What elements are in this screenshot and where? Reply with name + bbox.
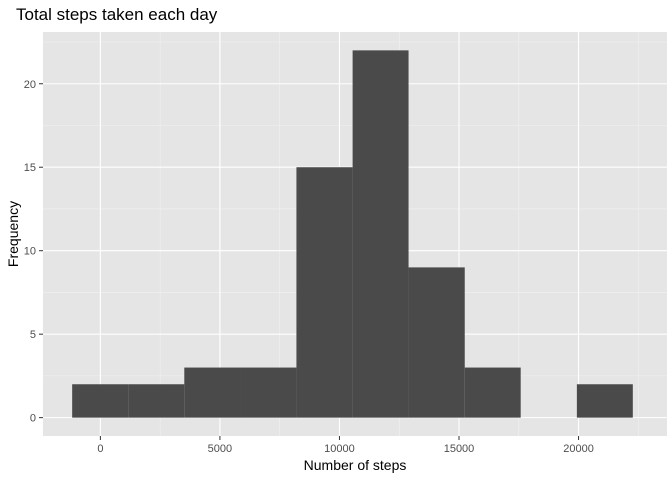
histogram-bar [352,50,409,418]
x-axis-title: Number of steps [304,457,407,473]
x-tick-label: 10000 [324,443,355,455]
y-tick-label: 0 [30,413,36,425]
histogram-bar [296,167,353,418]
x-tick-label: 15000 [444,443,475,455]
histogram-bars [72,50,633,418]
histogram-bar [184,367,241,418]
histogram-bar [464,367,521,418]
x-tick-label: 20000 [563,443,594,455]
histogram-bar [408,267,465,418]
y-tick-label: 20 [24,79,36,91]
y-tick-label: 10 [24,246,36,258]
histogram-bar [72,384,129,418]
chart-title: Total steps taken each day [16,5,218,24]
histogram-bar [576,384,633,418]
histogram-bar [128,384,185,418]
y-tick-label: 15 [24,162,36,174]
histogram-bar [240,367,297,418]
axes: 0 5000 10000 15000 20000 0 5 10 15 20 [24,79,594,455]
x-tick-label: 0 [97,443,103,455]
x-tick-label: 5000 [208,443,232,455]
y-tick-label: 5 [30,329,36,341]
y-axis-title: Frequency [5,201,21,267]
